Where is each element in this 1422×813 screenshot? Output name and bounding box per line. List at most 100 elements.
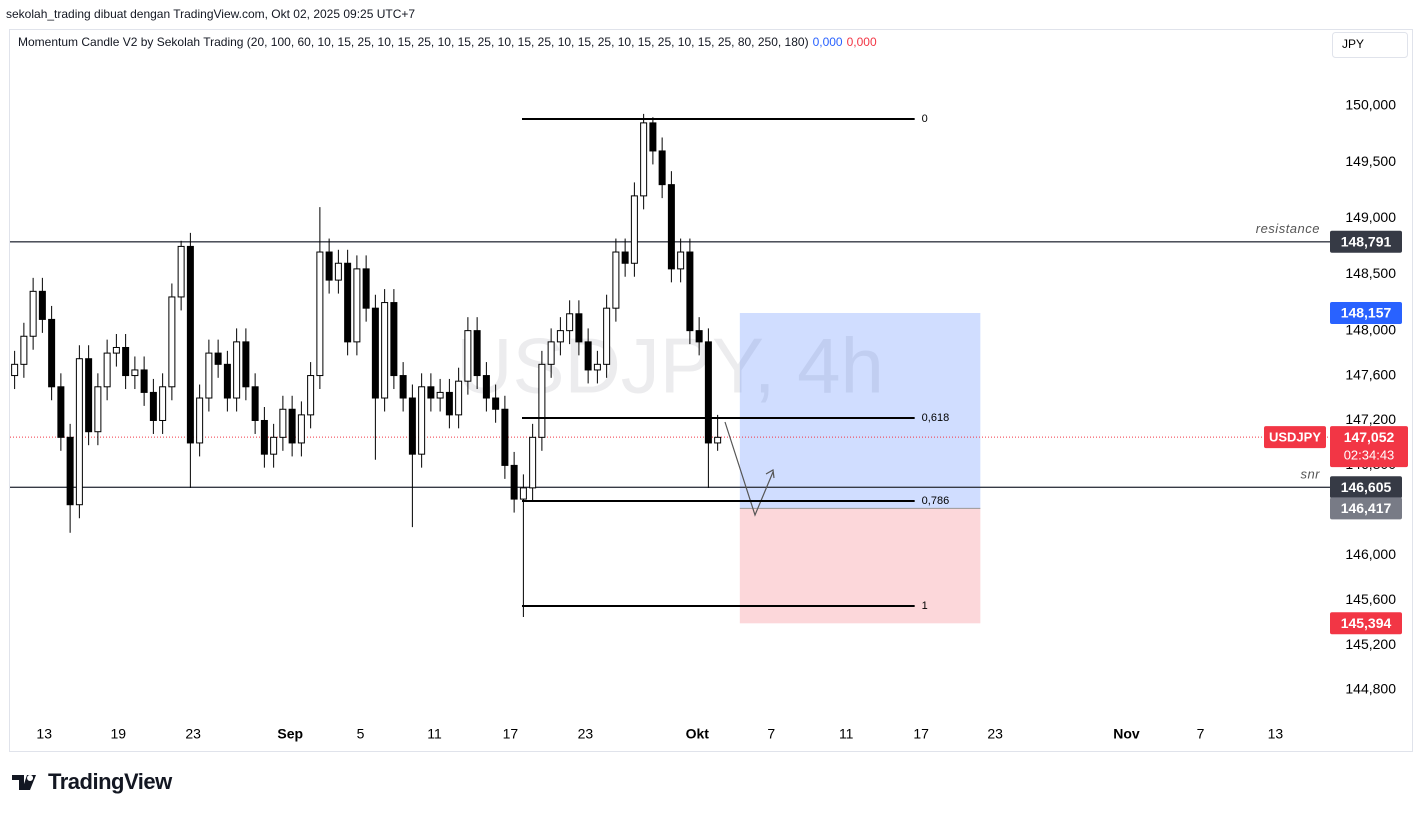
indicator-value: 0,000 [812,35,843,49]
candle-body [538,363,546,438]
y-tick-label: 145,200 [1345,636,1396,652]
candle-body [297,414,305,444]
candle-body [20,335,28,365]
candle-body [427,386,435,399]
brand-logo [12,775,36,790]
x-tick-label: 17 [503,726,519,742]
candle-body [473,330,481,377]
candle-body [464,330,472,382]
candle-body [501,408,509,466]
currency-button[interactable] [1332,32,1408,58]
candle-body [630,195,638,264]
candle-body [177,245,185,298]
projection-arrow [724,421,774,517]
candle-body [75,358,83,506]
candle-body [390,302,398,377]
candles [11,113,722,618]
indicator-value: 0,000 [846,35,877,49]
candle-body [686,251,694,332]
chart-frame [9,29,1413,752]
price-box [1330,497,1402,520]
candle-body [140,369,148,393]
fib-label: 0,786 [922,495,950,507]
y-tick-label: 148,000 [1345,321,1396,337]
y-tick-label: 150,000 [1345,97,1396,113]
y-tick-label: 149,000 [1345,209,1396,225]
candle-body [399,375,407,399]
candle-body [66,436,74,506]
countdown: 02:34:43 [1344,448,1395,463]
x-tick-label: 13 [36,726,52,742]
stop-zone [739,508,981,624]
candle-body [677,251,685,270]
x-tick-label: 23 [578,726,594,742]
candle-body [371,307,379,399]
candle-body [482,375,490,399]
target-zone [739,313,981,509]
candle-body [334,262,342,281]
y-tick-label: 147,200 [1345,411,1396,427]
candle-body [29,290,37,337]
indicator-legend: Momentum Candle V2 by Sekolah Trading (2… [18,35,877,49]
candle-body [214,352,222,365]
x-tick-label: Nov [1113,726,1140,742]
candle-body [621,251,629,264]
price-box [1330,230,1402,253]
candle-body [57,386,65,438]
candle-body [353,268,361,343]
attribution: sekolah_trading dibuat dengan TradingVie… [6,7,416,21]
candle-body [94,386,102,433]
candle-body [159,386,167,421]
candle-body [223,363,231,399]
candle-body [242,341,250,388]
candle-body [131,369,139,377]
x-tick-label: 7 [1197,726,1205,742]
price-box-label: 146,605 [1341,479,1392,495]
candle-body [38,290,46,320]
x-tick-label: Sep [277,726,303,742]
candle-body [519,487,527,500]
candle-body [196,397,204,444]
y-tick-label: 146,000 [1345,546,1396,562]
fib-label: 0 [922,113,928,125]
candle-body [149,391,157,421]
line-name: resistance [1256,221,1320,236]
candle-body [307,375,315,416]
price-box-label: 148,157 [1341,305,1392,321]
candle-body [649,122,657,152]
candle-body [260,419,268,455]
candle-body [603,307,611,365]
candle-body [418,386,426,455]
y-tick-label: 144,800 [1345,681,1396,697]
y-tick-label: 147,600 [1345,366,1396,382]
brand: TradingView [48,769,172,794]
y-tick-label: 145,600 [1345,591,1396,607]
currency[interactable]: JPY [1342,37,1364,51]
candle-body [714,436,722,444]
candle-body [112,346,120,354]
candle-body [566,313,574,332]
fib-label: 1 [922,600,928,612]
candle-body [316,251,324,377]
price-box [1330,302,1402,325]
y-tick-label: 148,500 [1345,265,1396,281]
candle-body [85,358,93,433]
price-box-label: 148,791 [1341,234,1392,250]
price-axis: 150,000 149,500 149,000 148,500 148,000 147,6… [36,97,1408,742]
candle-body [251,386,259,421]
price-box-label: 145,394 [1341,615,1392,631]
candle-body [658,150,666,186]
candle-body [695,330,703,343]
x-tick-label: 13 [1268,726,1284,742]
x-tick-label: 19 [110,726,126,742]
candle-body [325,251,333,281]
watermark: USDJPY, 4h [456,322,884,410]
indicator-name: Momentum Candle V2 by Sekolah Trading (2… [18,35,809,49]
candle-body [640,122,648,197]
x-tick-label: 11 [839,726,854,742]
candle-body [381,302,389,399]
x-tick-label: 23 [987,726,1003,742]
x-tick-label: 5 [357,726,365,742]
